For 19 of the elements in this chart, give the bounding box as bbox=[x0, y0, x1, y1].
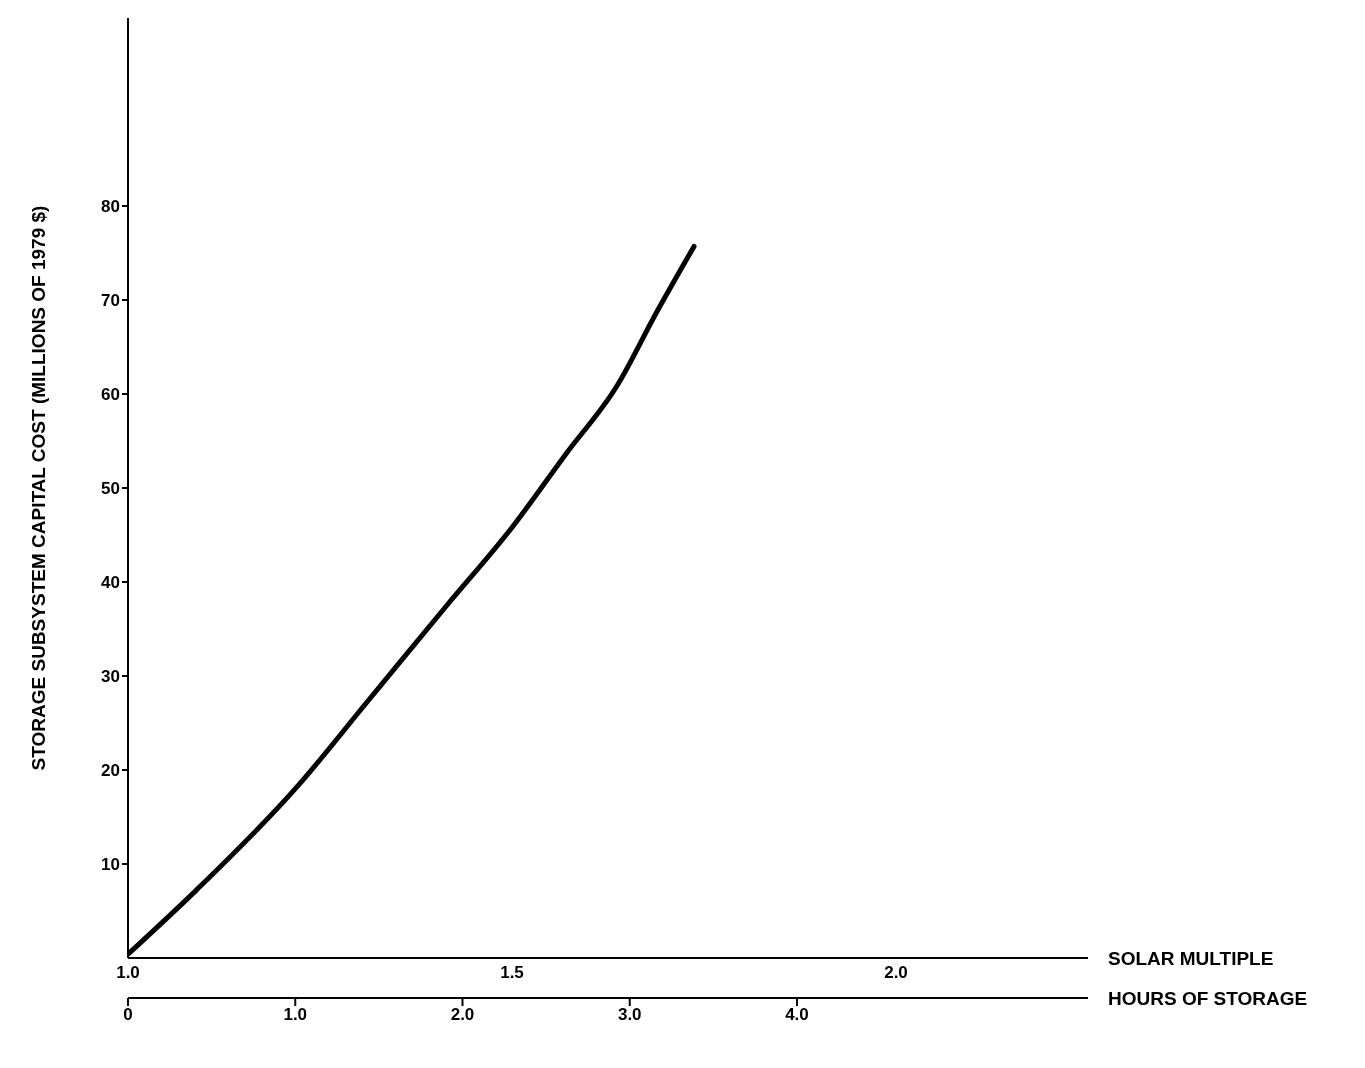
y-tick-label: 50 bbox=[101, 479, 120, 499]
x-tick-label: 1.0 bbox=[116, 963, 140, 983]
x-axis-title: SOLAR MULTIPLE bbox=[1108, 947, 1274, 969]
x2-tick-label: 3.0 bbox=[617, 1005, 642, 1025]
y-tick-label: 60 bbox=[101, 385, 120, 405]
x-tick-label: 2.0 bbox=[884, 963, 908, 983]
x2-tick-label: 2.0 bbox=[450, 1005, 475, 1025]
x2-axis-title: HOURS OF STORAGE bbox=[1108, 987, 1308, 1009]
y-tick-label: 20 bbox=[101, 761, 120, 781]
x2-tick-label: 4.0 bbox=[785, 1005, 809, 1025]
y-tick-label: 10 bbox=[101, 855, 120, 875]
y-tick-label: 40 bbox=[101, 573, 120, 593]
x-tick-label: 1.5 bbox=[500, 963, 524, 983]
y-tick-label: 80 bbox=[101, 197, 120, 217]
y-tick-label: 70 bbox=[101, 291, 120, 311]
x2-tick-label: 0 bbox=[123, 1005, 133, 1025]
y-tick-label: 30 bbox=[101, 667, 120, 687]
x2-tick-label: 1.0 bbox=[283, 1005, 308, 1025]
y-axis-title: STORAGE SUBSYSTEM CAPITAL COST (MILLIONS OF 1979 $) bbox=[27, 205, 49, 771]
